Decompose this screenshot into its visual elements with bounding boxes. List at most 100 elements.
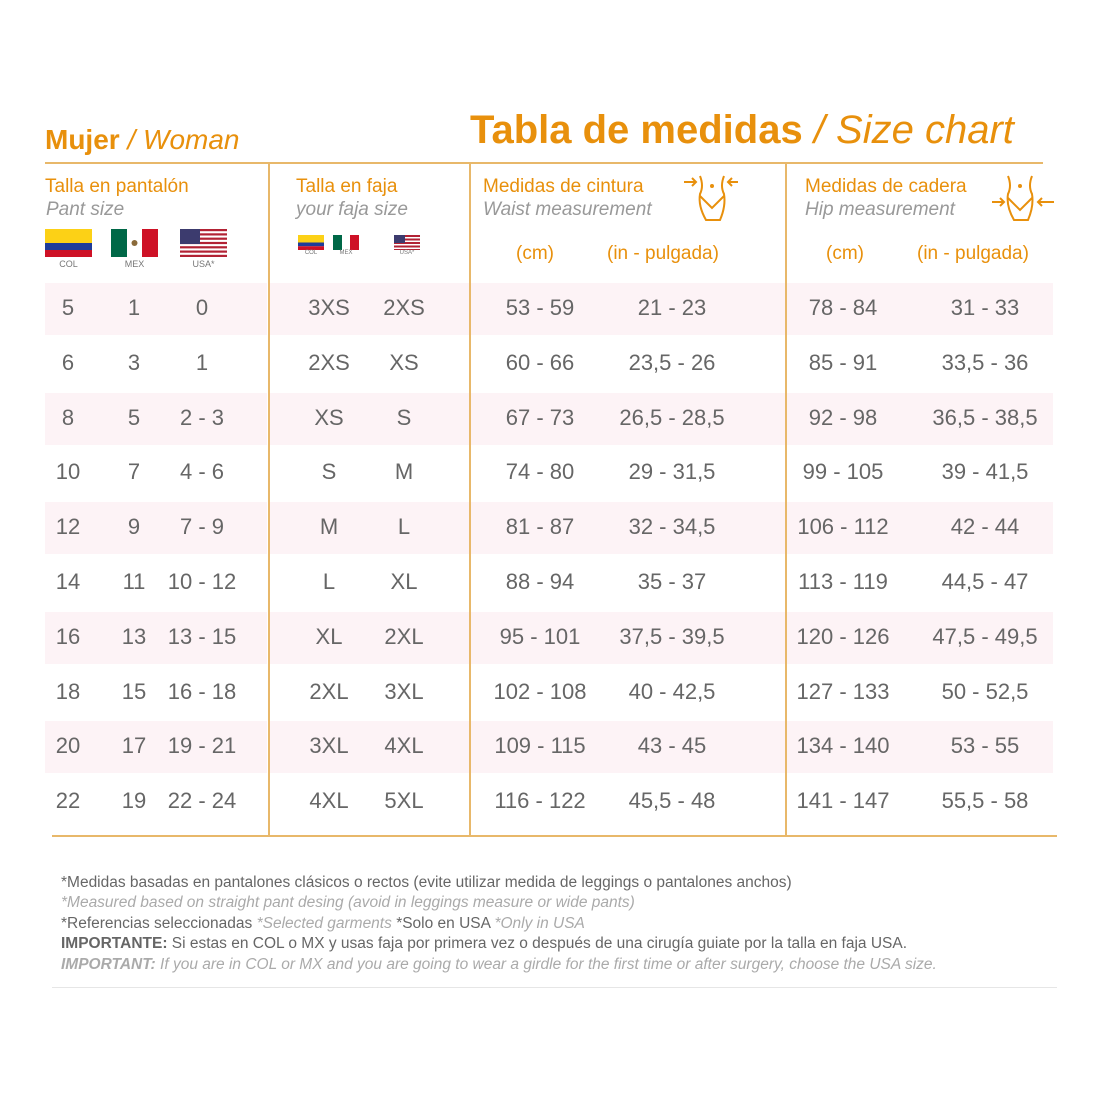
mex-size-cell: 11	[122, 569, 146, 594]
row-stripe	[270, 502, 469, 555]
faja-size-1-cell: 3XL	[309, 733, 349, 759]
mexico-flag-icon	[111, 229, 158, 257]
flag-label: MEX	[339, 250, 353, 256]
hip-cm-cell: 141 - 147	[796, 788, 890, 814]
row-stripe	[45, 721, 267, 774]
mex-size-cell: 15	[121, 678, 147, 704]
hip-cm-cell: 127 - 133	[796, 678, 890, 704]
row-stripe	[45, 392, 267, 445]
column-divider	[469, 164, 471, 836]
flag-label: USA*	[192, 259, 215, 269]
row-stripe	[270, 392, 469, 445]
faja-size-2-cell: 5XL	[384, 788, 424, 814]
waist-cm-cell: 102 - 108	[493, 678, 587, 704]
row-stripe	[45, 502, 267, 555]
important-label-en: IMPORTANT:	[61, 956, 156, 973]
waist-cm-cell: 81 - 87	[505, 514, 575, 540]
mex-size-cell: 13	[121, 623, 147, 649]
pant-header-en: Pant size	[46, 199, 125, 220]
row-stripe	[270, 283, 469, 335]
title-es: Tabla de medidas	[470, 108, 803, 152]
waist-cm-cell: 109 - 115	[494, 733, 586, 759]
row-stripe	[787, 611, 1053, 664]
faja-size-1-cell: 2XS	[308, 349, 350, 375]
flag-label: MEX	[124, 259, 145, 269]
waist-unit-cm: (cm)	[516, 243, 554, 264]
hip-header: Medidas de cadera	[805, 176, 967, 197]
column-divider	[268, 164, 270, 836]
hip-in-cell: 44,5 - 47	[941, 569, 1029, 594]
faja-size-2-cell: M	[394, 459, 414, 485]
hip-cm-cell: 99 - 105	[802, 459, 884, 485]
usa-size-cell: 16 - 18	[167, 678, 237, 704]
usa-size-cell: 0	[195, 295, 209, 320]
mex-size-cell: 17	[121, 733, 147, 759]
hip-header-en: Hip measurement	[805, 199, 955, 220]
waist-cm-cell: 116 - 122	[494, 788, 586, 814]
hip-cm-cell: 78 - 84	[808, 295, 878, 320]
waist-body-icon	[684, 175, 738, 221]
waist-in-cell: 43 - 45	[637, 733, 707, 759]
waist-cm-cell: 74 - 80	[505, 459, 575, 485]
faja-size-1-cell: S	[321, 459, 337, 485]
hip-in-cell: 33,5 - 36	[941, 349, 1029, 375]
faja-header-en: your faja size	[296, 199, 408, 220]
row-stripe	[471, 611, 785, 664]
waist-in-cell: 29 - 31,5	[628, 459, 716, 485]
column-divider	[785, 164, 787, 836]
usa-es: *Solo en USA	[396, 915, 491, 932]
waist-in-cell: 23,5 - 26	[628, 349, 716, 375]
mexico-flag-icon	[333, 235, 359, 250]
hip-unit-cm: (cm)	[826, 243, 864, 264]
waist-in-cell: 26,5 - 28,5	[619, 404, 725, 430]
hip-cm-cell: 106 - 112	[797, 514, 889, 540]
usa-size-cell: 2 - 3	[179, 404, 225, 430]
mex-size-cell: 3	[127, 349, 141, 375]
flag-label: COL	[59, 259, 78, 269]
faja-size-1-cell: 3XS	[308, 295, 350, 320]
row-stripe	[471, 392, 785, 445]
important-label: IMPORTANTE:	[61, 935, 168, 952]
row-stripe	[471, 502, 785, 555]
col-size-cell: 20	[55, 733, 81, 759]
hip-in-cell: 47,5 - 49,5	[932, 623, 1038, 649]
row-stripe	[471, 721, 785, 774]
col-size-cell: 14	[55, 569, 81, 594]
hip-in-cell: 50 - 52,5	[941, 678, 1029, 704]
usa-size-cell: 22 - 24	[167, 788, 237, 814]
faja-size-1-cell: XL	[315, 623, 343, 649]
col-size-cell: 22	[55, 788, 81, 814]
waist-in-cell: 21 - 23	[637, 295, 707, 320]
row-stripe	[471, 283, 785, 335]
flag-label: COL	[304, 250, 318, 256]
important-en: IMPORTANT: If you are in COL or MX and y…	[61, 956, 937, 974]
flag-label: USA*	[399, 250, 415, 256]
hip-in-cell: 55,5 - 58	[941, 788, 1029, 814]
hip-cm-cell: 120 - 126	[796, 623, 890, 649]
important-text: Si estas en COL o MX y usas faja por pri…	[167, 935, 908, 952]
waist-cm-cell: 60 - 66	[505, 349, 575, 375]
section-label: Mujer / Woman	[45, 124, 240, 156]
table-bottom-divider	[52, 835, 1057, 837]
faja-size-2-cell: XL	[390, 569, 418, 594]
waist-cm-cell: 53 - 59	[505, 295, 575, 320]
waist-in-cell: 37,5 - 39,5	[619, 623, 725, 649]
faja-size-1-cell: 4XL	[309, 788, 349, 814]
usa-size-cell: 10 - 12	[167, 569, 237, 594]
row-stripe	[787, 283, 1053, 335]
faja-size-2-cell: 3XL	[384, 678, 424, 704]
col-size-cell: 10	[55, 459, 81, 485]
woman-label: / Woman	[127, 124, 240, 155]
faja-size-1-cell: M	[319, 514, 339, 540]
faja-size-2-cell: 2XS	[383, 295, 425, 320]
row-stripe	[787, 502, 1053, 555]
mex-size-cell: 1	[127, 295, 141, 320]
usa-size-cell: 19 - 21	[167, 733, 237, 759]
row-stripe	[270, 721, 469, 774]
mex-size-cell: 19	[121, 788, 147, 814]
important-es: IMPORTANTE: Si estas en COL o MX y usas …	[61, 935, 907, 953]
waist-in-cell: 35 - 37	[637, 569, 707, 594]
ref-en: *Selected garments	[256, 915, 392, 932]
col-size-cell: 8	[61, 404, 75, 430]
